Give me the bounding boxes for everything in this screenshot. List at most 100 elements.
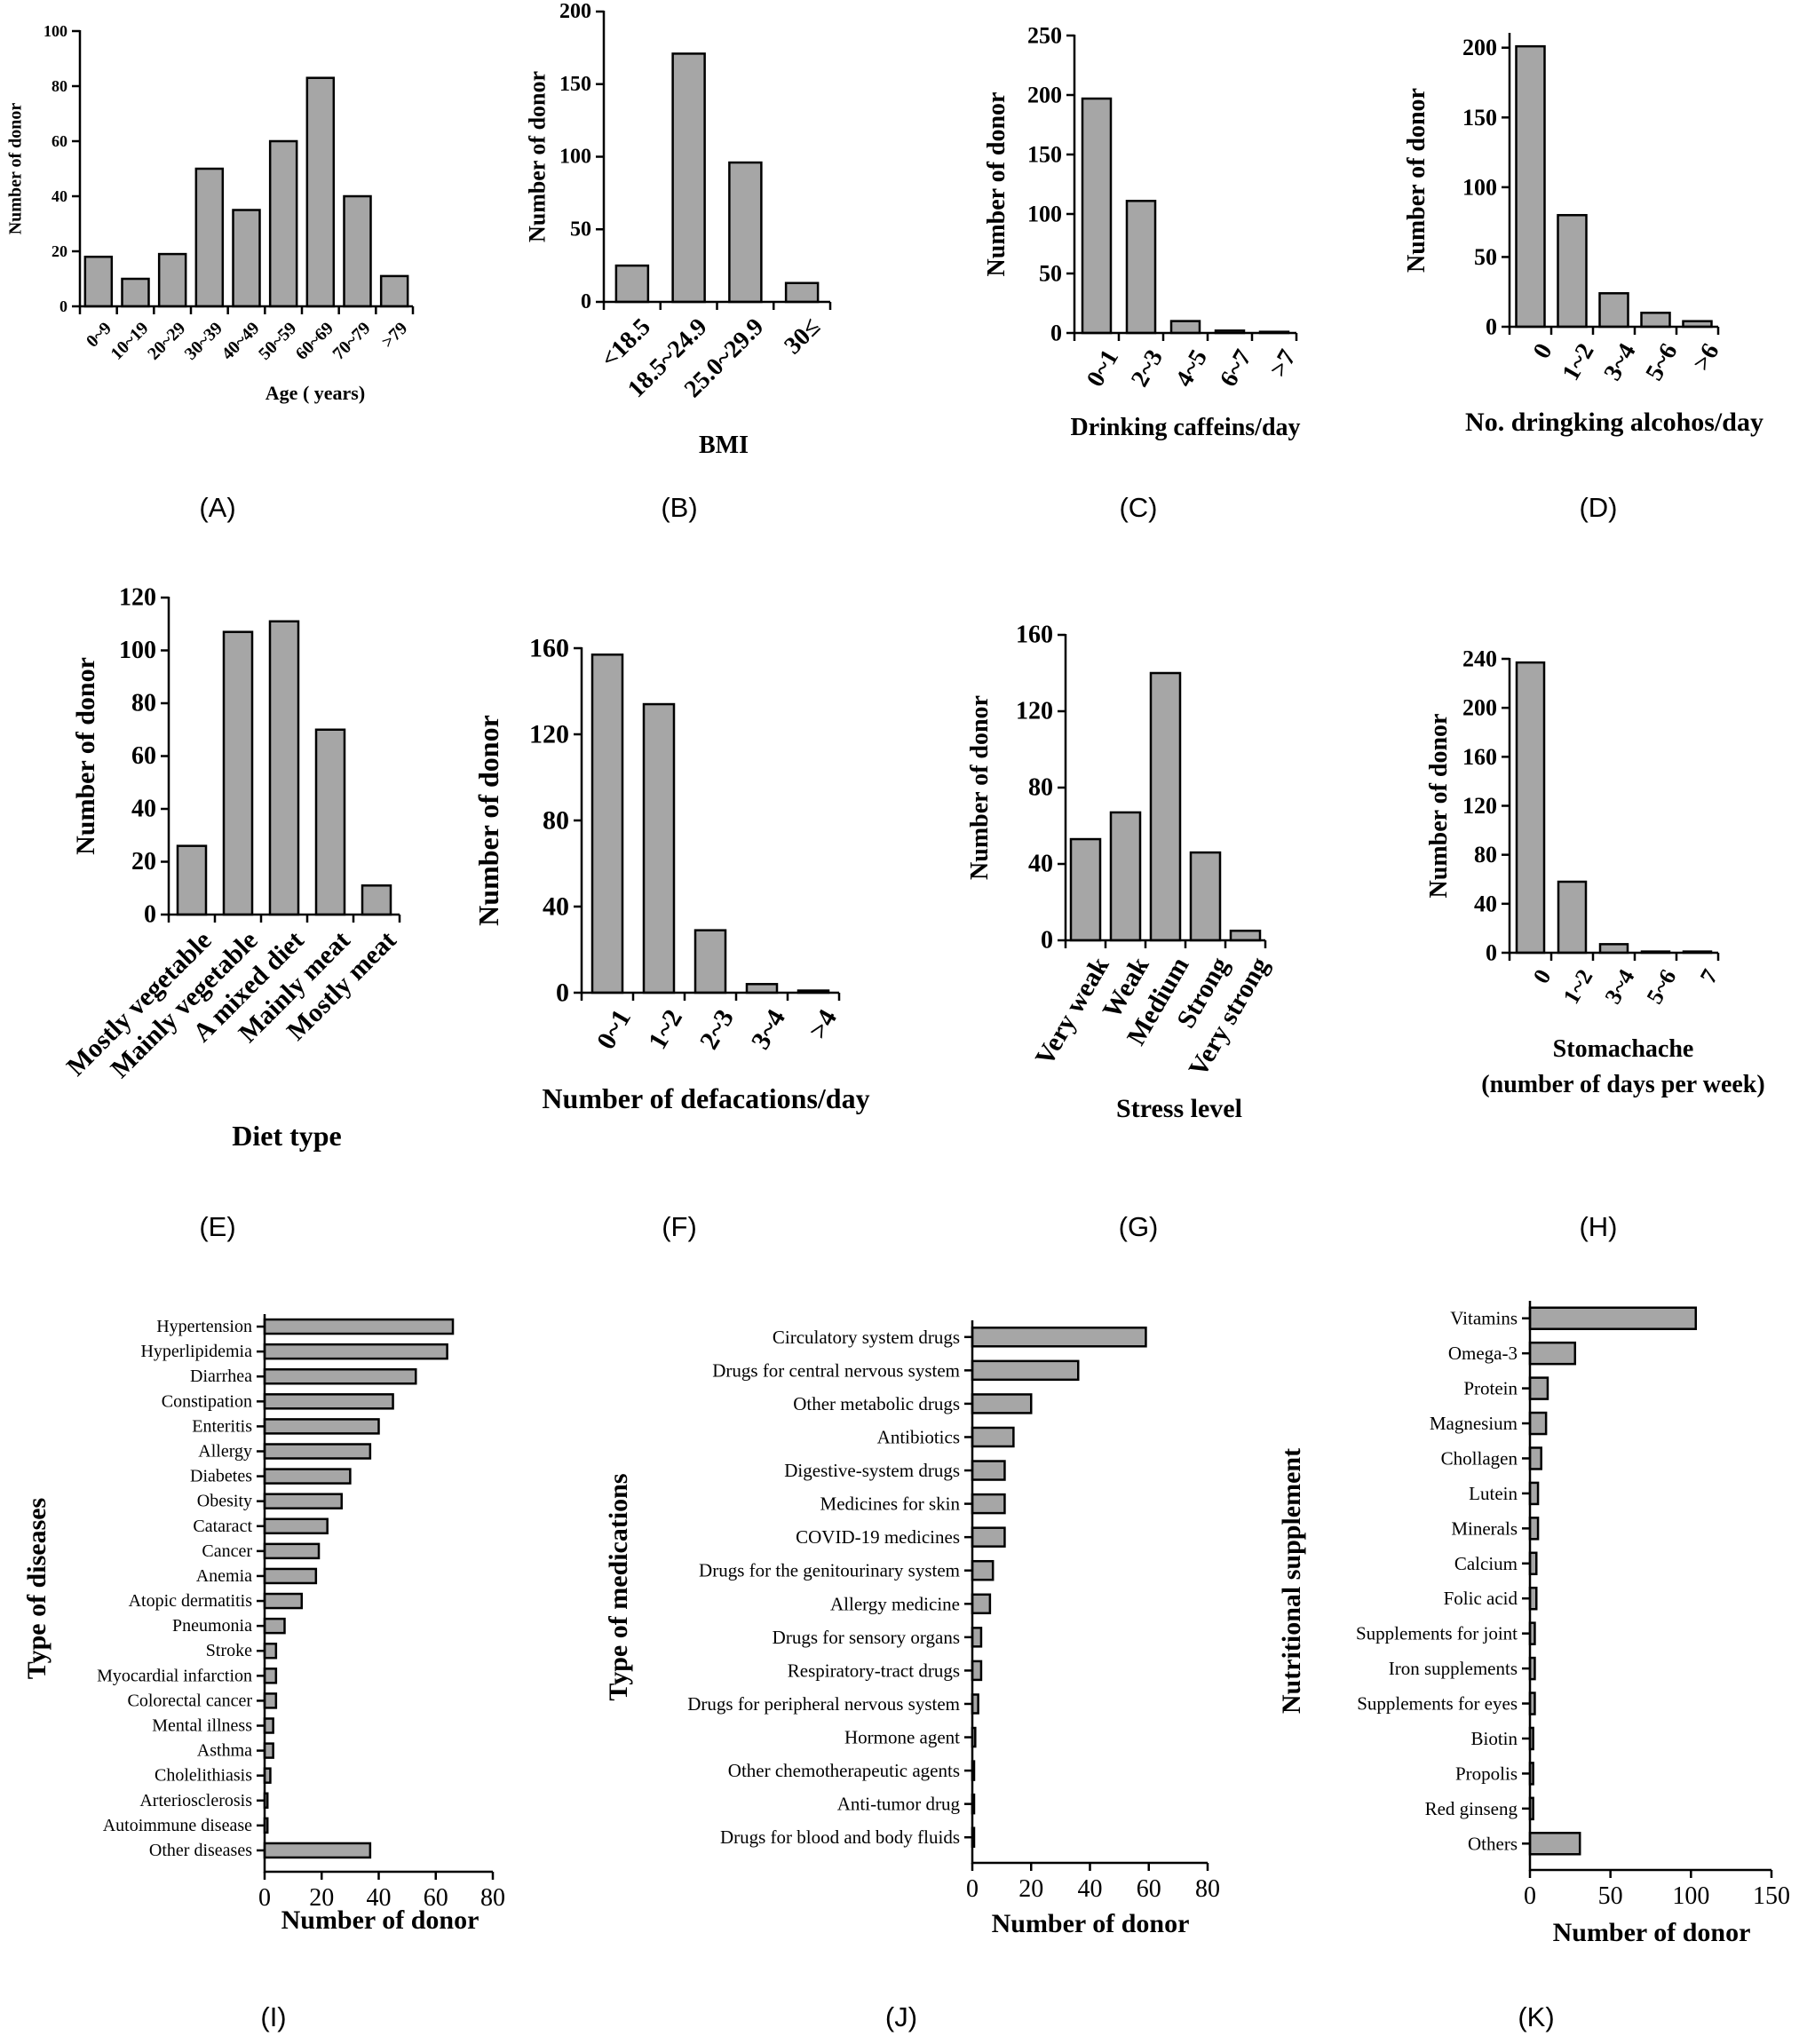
category-label: 1~2: [1557, 339, 1599, 385]
y-tick-label: 120: [1462, 793, 1497, 819]
category-label: 2~3: [694, 1004, 740, 1054]
bar: [1598, 292, 1629, 329]
y-tick-label: 150: [1462, 105, 1497, 131]
bar: [971, 1426, 1015, 1448]
category-label: Red ginseng: [1425, 1798, 1518, 1819]
panel-label: (H): [1579, 1211, 1618, 1242]
category-label: 20~29: [144, 319, 189, 364]
bar: [971, 1627, 983, 1648]
category-label: 10~19: [107, 319, 152, 364]
bar: [1528, 1376, 1549, 1400]
y-axis-title: Number of donor: [472, 715, 504, 926]
y-tick-label: 40: [1028, 851, 1053, 878]
bar: [1528, 1832, 1581, 1856]
category-label: 50~59: [255, 319, 300, 364]
axes: [1528, 1301, 1771, 1872]
bar: [263, 1692, 278, 1709]
category-label: Hypertension: [156, 1317, 252, 1336]
y-tick-label: 80: [1474, 842, 1497, 868]
bar: [1598, 943, 1629, 955]
bar: [263, 1567, 318, 1585]
bar: [263, 1468, 352, 1485]
category-label: >79: [378, 319, 412, 353]
y-tick-label: 0: [59, 297, 67, 315]
bar: [83, 255, 114, 308]
category-label: 30≤: [779, 313, 826, 360]
chart-a: 0204060801000~910~1920~2930~3940~4950~59…: [6, 22, 415, 404]
category-label: Hormone agent: [844, 1727, 960, 1748]
category-label: >7: [1264, 345, 1302, 382]
category-label: Propolis: [1455, 1763, 1518, 1784]
x-axis-title: BMI: [699, 432, 749, 459]
bar: [263, 1542, 321, 1560]
bar: [1528, 1306, 1698, 1330]
category-label: 5~6: [1640, 339, 1683, 385]
bar: [1528, 1481, 1540, 1506]
bar: [1109, 811, 1142, 942]
bar: [1149, 671, 1182, 942]
x-tick-label: 0: [1524, 1882, 1536, 1910]
category-label: Hyperlipidemia: [140, 1342, 252, 1361]
y-axis-title: Number of donor: [1403, 88, 1430, 273]
y-tick-label: 150: [1027, 142, 1062, 168]
category-label: Folic acid: [1444, 1588, 1518, 1609]
bar: [263, 1318, 455, 1335]
category-label: Constipation: [162, 1391, 252, 1411]
x-tick-label: 40: [367, 1884, 392, 1912]
category-label: Pneumonia: [172, 1616, 252, 1636]
y-axis-title: Number of donor: [71, 657, 100, 855]
bar: [971, 1327, 1147, 1348]
y-tick-label: 0: [1041, 927, 1053, 955]
x-tick-label: 20: [309, 1884, 334, 1912]
category-label: Diarrhea: [190, 1367, 252, 1386]
category-label: Mental illness: [152, 1716, 252, 1736]
bar: [194, 167, 225, 308]
x-axis-title: No. dringking alcohos/day: [1465, 408, 1763, 437]
bar: [263, 1393, 394, 1410]
bar: [263, 1443, 372, 1460]
bar: [971, 1660, 983, 1682]
bar: [1528, 1446, 1542, 1470]
y-tick-label: 50: [570, 218, 591, 241]
y-tick-label: 250: [1027, 23, 1062, 49]
category-label: Protein: [1463, 1378, 1518, 1399]
x-axis-title: Drinking caffeins/day: [1070, 414, 1300, 441]
y-tick-label: 60: [131, 742, 156, 770]
bar: [157, 252, 187, 308]
bar: [263, 1668, 278, 1684]
bar: [1528, 1411, 1548, 1436]
panel-label: (C): [1119, 492, 1158, 523]
bar: [971, 1393, 1033, 1414]
category-label: Drugs for peripheral nervous system: [687, 1693, 960, 1715]
x-tick-label: 20: [1018, 1875, 1043, 1903]
y-tick-label: 50: [1039, 261, 1062, 287]
y-axis-title: Nutritional supplement: [1277, 1448, 1306, 1714]
category-label: 2~3: [1126, 345, 1169, 392]
bar: [121, 277, 150, 308]
y-tick-label: 100: [1462, 174, 1497, 200]
y-tick-label: 0: [556, 978, 569, 1008]
y-tick-label: 20: [131, 848, 156, 875]
category-label: 0: [1528, 339, 1558, 364]
x-tick-label: 150: [1753, 1882, 1790, 1910]
bar: [614, 264, 650, 304]
bar: [263, 1742, 274, 1759]
y-tick-label: 40: [1474, 891, 1497, 916]
bar: [642, 702, 676, 994]
category-label: Obesity: [197, 1492, 252, 1511]
category-label: Autoimmune disease: [103, 1816, 252, 1835]
category-label: Drugs for blood and body fluids: [720, 1826, 960, 1848]
panel-label: (J): [884, 2001, 918, 2032]
y-tick-label: 160: [1462, 744, 1497, 770]
bar: [971, 1559, 995, 1581]
category-label: Enteritis: [192, 1416, 252, 1436]
category-label: >4: [803, 1004, 843, 1043]
y-tick-label: 100: [1027, 202, 1062, 227]
category-label: Atopic dermatitis: [129, 1591, 253, 1611]
y-tick-label: 0: [1486, 940, 1497, 966]
bar: [222, 630, 254, 916]
category-label: Myocardial infarction: [97, 1666, 252, 1685]
bar: [1640, 312, 1671, 329]
